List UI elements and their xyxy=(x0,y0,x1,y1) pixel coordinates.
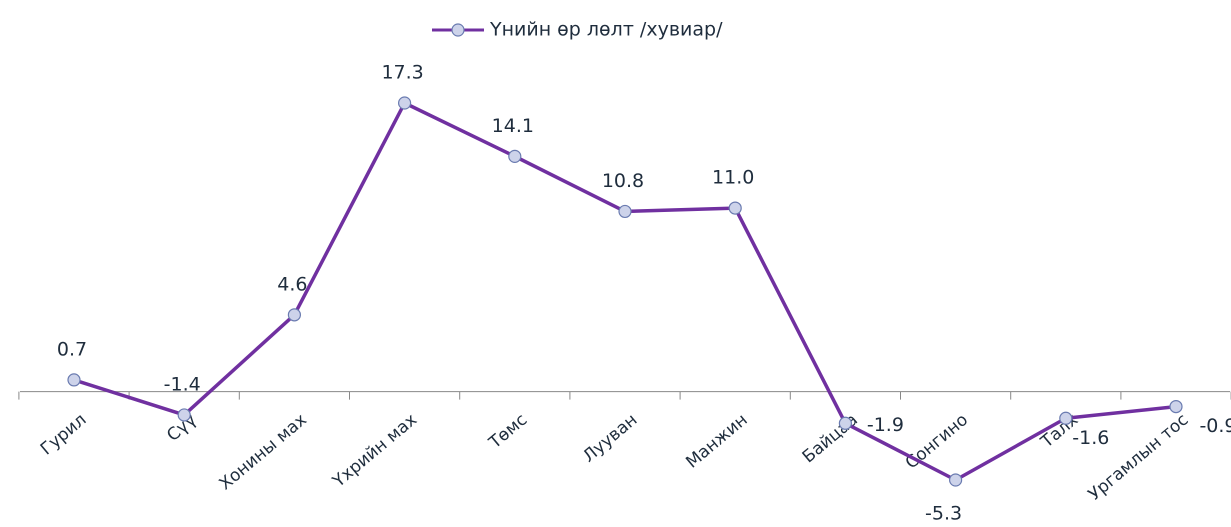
point xyxy=(67,373,81,387)
point xyxy=(508,149,522,163)
x-tick-label: Манжин xyxy=(682,410,751,473)
data-label: -0.9 xyxy=(1199,415,1231,437)
x-tick-label: Ургамлын тос xyxy=(1085,410,1193,505)
x-tick-label: Гурил xyxy=(37,410,91,459)
data-label: -5.3 xyxy=(925,503,962,525)
data-label: 0.7 xyxy=(57,338,87,360)
data-label: -1.9 xyxy=(867,414,904,436)
point xyxy=(398,96,412,110)
point xyxy=(728,201,742,215)
point xyxy=(177,408,191,422)
data-label: 4.6 xyxy=(277,273,307,295)
point xyxy=(1059,411,1073,425)
data-label: 11.0 xyxy=(712,167,754,189)
data-label: -1.6 xyxy=(1072,427,1109,449)
point xyxy=(948,473,963,487)
point xyxy=(618,204,632,219)
legend-marker xyxy=(451,23,465,37)
x-tick-label: Төмс xyxy=(485,410,532,454)
data-label: 17.3 xyxy=(381,62,423,84)
x-tick-label: Лууван xyxy=(579,410,641,467)
point xyxy=(838,416,853,430)
x-tick-label: Сонгино xyxy=(902,410,972,473)
x-tick-label: Хонины мах xyxy=(216,410,311,494)
data-label: 14.1 xyxy=(492,115,534,137)
point xyxy=(1169,400,1183,414)
data-label: 10.8 xyxy=(602,170,644,192)
point xyxy=(287,308,301,322)
x-tick-label: Байцаа xyxy=(799,410,862,467)
x-tick-label: Үхрийн мах xyxy=(328,410,421,492)
data-label: -1.4 xyxy=(164,373,201,395)
legend-label: Үнийн өр лөлт /хувиар/ xyxy=(489,19,723,41)
